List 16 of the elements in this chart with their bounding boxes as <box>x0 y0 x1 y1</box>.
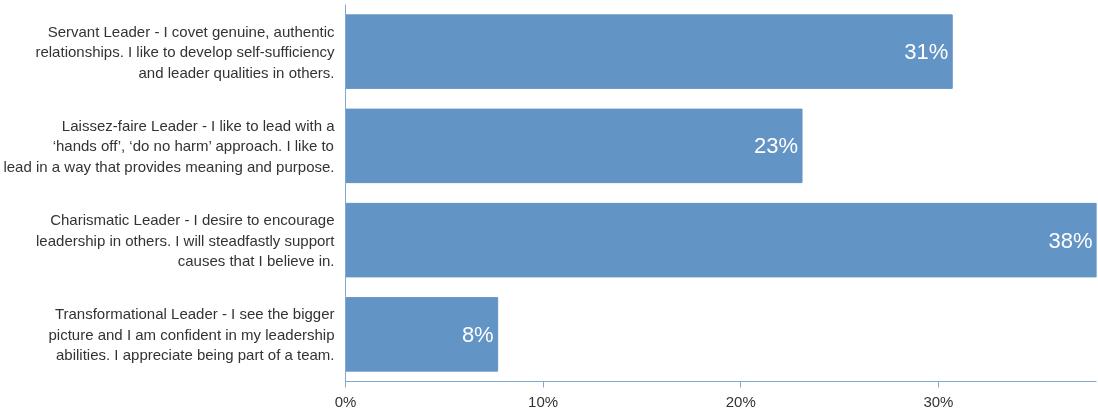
y-tick-label: Laissez-faire Leader - I like to lead with a ‘hands off’, ‘do no harm’ approach. I like to lead in a way that provides meaning and purpose. <box>3 116 336 175</box>
y-tick-label: Servant Leader - I covet genuine, authentic relationships. I like to develop self-sufficiency and leader qualities in others. <box>35 22 335 81</box>
bar <box>345 108 803 184</box>
data-label: 23% <box>754 133 799 159</box>
x-tick-label: 30% <box>923 392 954 410</box>
bar <box>345 202 1097 278</box>
data-label: 31% <box>904 39 949 65</box>
x-tick-label: 20% <box>725 392 756 410</box>
data-label: 8% <box>461 321 494 347</box>
x-tick-label: 0% <box>334 392 357 410</box>
y-tick-label: Charismatic Leader - I desire to encourage leadership in others. I will steadfastly support causes that I believe in. <box>36 211 336 270</box>
x-tick-label: 10% <box>528 392 559 410</box>
data-label: 38% <box>1048 227 1093 253</box>
y-tick-label: Transformational Leader - I see the bigger picture and I am confident in my leadership abilities. I appreciate being part of a team. <box>48 305 335 364</box>
bar <box>345 14 953 89</box>
bar <box>345 297 499 372</box>
